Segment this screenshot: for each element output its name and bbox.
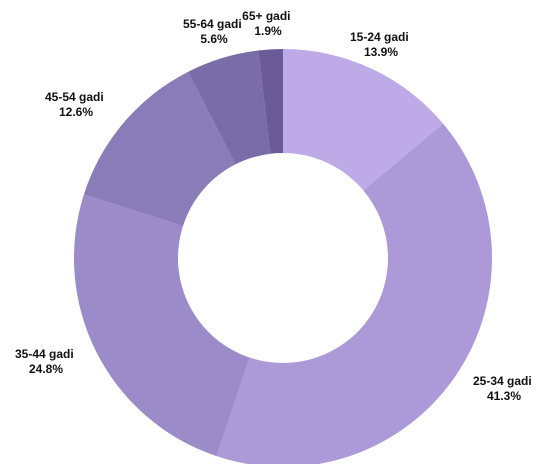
slice-25-34-gadi[interactable]	[216, 123, 492, 464]
label-65-plus-category: 65+ gadi	[242, 9, 290, 23]
label-55-64-category: 55-64 gadi	[183, 17, 242, 31]
label-45-54: 45-54 gadi 12.6%	[45, 90, 107, 119]
label-45-54-category: 45-54 gadi	[45, 90, 104, 104]
slice-45-54-gadi[interactable]	[83, 71, 236, 227]
label-35-44-category: 35-44 gadi	[15, 347, 74, 361]
slice-65-gadi[interactable]	[258, 49, 283, 154]
slice-35-44-gadi[interactable]	[73, 194, 250, 457]
label-55-64: 55-64 gadi 5.6%	[183, 17, 245, 46]
label-35-44: 35-44 gadi 24.8%	[15, 347, 77, 376]
label-15-24-value: 13.9%	[364, 45, 398, 59]
label-15-24: 15-24 gadi 13.9%	[350, 30, 412, 59]
label-25-34-category: 25-34 gadi	[473, 374, 532, 388]
slice-15-24-gadi[interactable]	[283, 49, 444, 191]
chart-slices	[73, 49, 492, 464]
label-65-plus-value: 1.9%	[254, 24, 282, 38]
label-25-34-value: 41.3%	[487, 389, 521, 403]
label-35-44-value: 24.8%	[29, 362, 63, 376]
chart-labels: 15-24 gadi 13.9% 25-34 gadi 41.3% 35-44 …	[15, 9, 535, 403]
label-45-54-value: 12.6%	[59, 105, 93, 119]
label-65-plus: 65+ gadi 1.9%	[242, 9, 294, 38]
slice-55-64-gadi[interactable]	[188, 50, 271, 165]
label-15-24-category: 15-24 gadi	[350, 30, 409, 44]
label-55-64-value: 5.6%	[200, 32, 228, 46]
label-25-34: 25-34 gadi 41.3%	[473, 374, 535, 403]
